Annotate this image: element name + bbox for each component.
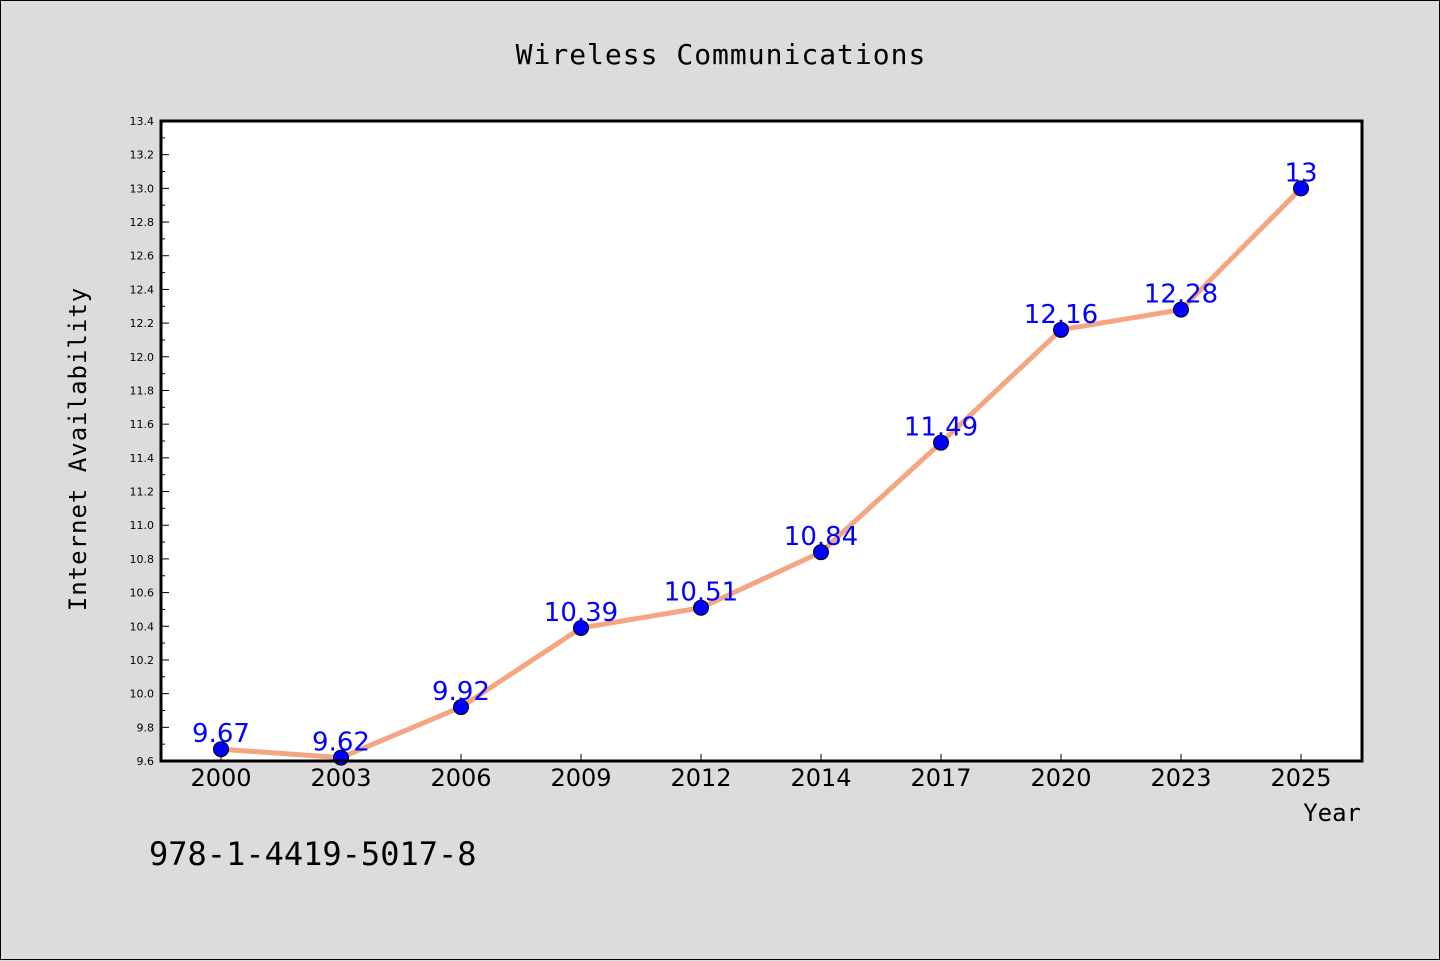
- y-tick-label: 11.6: [130, 418, 155, 431]
- x-tick-label: 2003: [310, 764, 371, 792]
- data-labels: 9.67 9.62 9.92 10.39 10.51 10.84 11.49 12.16 12.…: [192, 158, 1317, 757]
- y-tick-label: 12.8: [130, 216, 155, 229]
- data-label: 9.67: [192, 719, 250, 749]
- x-axis: 2000 2003 2006 2009 2012 2014 2017 2020 2023 2025: [190, 754, 1332, 792]
- y-tick-label: 12.2: [130, 317, 155, 330]
- x-axis-label: Year: [1303, 799, 1361, 827]
- x-tick-label: 2012: [670, 764, 731, 792]
- data-label: 11.49: [904, 413, 978, 443]
- data-label: 13: [1284, 158, 1317, 188]
- y-tick-label: 12.0: [130, 351, 155, 364]
- y-tick-label: 9.6: [137, 755, 155, 768]
- data-label: 12.16: [1024, 300, 1098, 330]
- y-tick-label: 12.6: [130, 250, 155, 263]
- chart-title: Wireless Communications: [516, 38, 927, 71]
- y-axis: 9.6 9.8 10.0 10.2 10.4 10.6 10.8 11.0 11.2 11.4 11…: [130, 115, 169, 768]
- x-tick-label: 2023: [1150, 764, 1211, 792]
- x-tick-label: 2020: [1030, 764, 1091, 792]
- y-tick-label: 10.6: [130, 587, 155, 600]
- data-point: [693, 599, 709, 616]
- data-label: 9.62: [312, 728, 370, 758]
- y-tick-label: 10.4: [130, 620, 155, 633]
- x-tick-label: 2009: [550, 764, 611, 792]
- data-point: [573, 619, 589, 636]
- y-tick-label: 13.2: [130, 149, 155, 162]
- y-tick-label: 11.4: [130, 452, 155, 465]
- isbn-text: 978-1-4419-5017-8: [149, 835, 477, 873]
- data-point: [1293, 180, 1309, 197]
- y-tick-label: 9.8: [137, 721, 155, 734]
- data-label: 10.39: [544, 598, 618, 628]
- data-point: [813, 544, 829, 561]
- data-label: 10.51: [664, 578, 738, 608]
- data-point: [933, 434, 949, 451]
- series-line: [218, 185, 1304, 761]
- y-tick-label: 11.0: [130, 519, 155, 532]
- data-label: 10.84: [784, 522, 858, 552]
- y-tick-label: 11.2: [130, 486, 155, 499]
- x-tick-label: 2025: [1270, 764, 1331, 792]
- y-tick-label: 13.4: [130, 115, 155, 128]
- series-layer: [213, 180, 1309, 766]
- y-tick-label: 13.0: [130, 182, 155, 195]
- x-tick-label: 2006: [430, 764, 491, 792]
- x-tick-label: 2014: [790, 764, 851, 792]
- data-point: [213, 741, 229, 758]
- data-point: [1173, 301, 1189, 318]
- data-label: 12.28: [1144, 280, 1218, 310]
- y-axis-label: Internet Availability: [64, 287, 92, 611]
- x-tick-label: 2017: [910, 764, 971, 792]
- data-label: 9.92: [432, 677, 490, 707]
- plot-border: [159, 119, 1364, 763]
- data-point: [453, 699, 469, 716]
- y-tick-label: 12.4: [130, 283, 155, 296]
- y-tick-label: 11.8: [130, 384, 155, 397]
- x-tick-label: 2000: [190, 764, 251, 792]
- plot-area: [161, 121, 1362, 761]
- y-tick-label: 10.8: [130, 553, 155, 566]
- y-tick-label: 10.0: [130, 688, 155, 701]
- data-point: [1053, 321, 1069, 338]
- y-tick-label: 10.2: [130, 654, 155, 667]
